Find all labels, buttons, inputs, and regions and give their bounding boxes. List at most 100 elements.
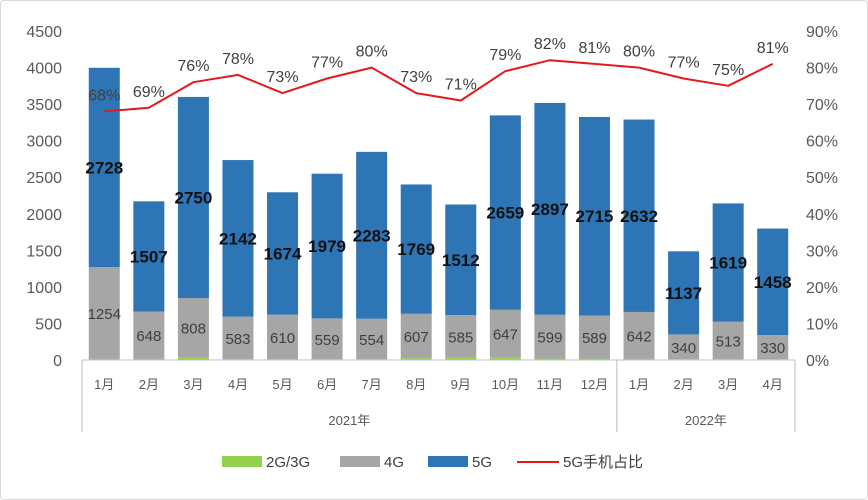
bar-5g-segment [668,251,700,335]
data-label-5g: 1458 [754,273,792,292]
x-tick-label: 11月 [537,377,564,392]
bar-5g-segment [133,201,165,312]
bar-5g-segment [712,203,744,322]
line-5g-share [104,59,774,113]
bar-4g-segment [668,334,700,360]
y-right-tick-label: 20% [806,280,838,297]
data-label-5g-share: 73% [400,69,432,86]
data-label-5g-share: 79% [489,47,521,64]
bar-5g-segment [222,160,254,317]
data-label-5g-share: 77% [668,55,700,72]
y-left-tick-label: 2000 [26,207,62,224]
x-tick-label: 1月 [629,377,649,392]
y-right-tick-label: 40% [806,207,838,224]
data-label-4g: 340 [671,340,696,357]
x-tick-label: 3月 [718,377,738,392]
x-tick-label: 8月 [406,377,426,392]
data-label-5g: 2750 [174,188,212,207]
bar-5g-segment [356,151,388,319]
bar-5g-segment [757,228,789,336]
y-right-tick-label: 50% [806,170,838,187]
data-label-5g: 2728 [85,158,123,177]
bar-5g-segment [177,96,209,299]
data-label-4g: 559 [315,332,340,349]
y-right-tick-label: 30% [806,243,838,260]
data-label-4g: 610 [270,330,295,347]
x-axis-group-label: 2022年 [685,413,727,428]
data-label-5g-share: 69% [133,84,165,101]
bar-4g-segment [267,314,299,360]
bar-4g-segment [400,313,432,359]
legend-label: 4G [384,454,404,471]
legend-label: 5G [472,454,492,471]
bar-5g-segment [400,184,432,314]
data-label-5g-share: 78% [222,51,254,68]
x-tick-label: 1月 [94,377,114,392]
bar-5g-segment [88,67,120,268]
legend-swatch [340,456,380,467]
bar-5g-segment [311,173,343,319]
data-label-5g: 2715 [576,207,614,226]
bar-4g-segment [623,311,655,359]
data-label-4g: 808 [181,321,206,338]
y-left-tick-label: 4000 [26,61,62,78]
data-label-5g-share: 76% [177,58,209,75]
x-tick-label: 2月 [139,377,159,392]
bar-2g3g-segment [88,358,120,360]
data-label-5g: 1507 [130,247,168,266]
data-label-5g: 2142 [219,229,257,248]
data-label-5g-share: 80% [623,44,655,61]
data-label-5g-share: 73% [267,69,299,86]
bar-2g3g-segment [534,358,566,360]
y-right-tick-label: 70% [806,97,838,114]
y-right-tick-label: 90% [806,24,838,41]
bar-4g-segment [222,316,254,360]
data-label-5g: 2632 [620,207,658,226]
data-label-5g: 1769 [397,240,435,259]
data-label-5g: 2659 [486,204,524,223]
y-left-tick-label: 0 [53,353,62,370]
bar-4g-segment [177,298,209,358]
legend-label: 5G手机占比 [563,454,643,471]
data-label-5g-share: 71% [445,76,477,93]
data-label-5g: 1674 [264,244,302,263]
x-tick-label: 12月 [581,377,608,392]
y-right-tick-label: 10% [806,316,838,333]
x-tick-label: 5月 [272,377,292,392]
bar-4g-segment [133,311,165,359]
data-label-5g-share: 68% [88,87,120,104]
data-label-4g: 642 [627,328,652,345]
y-left-tick-label: 3500 [26,97,62,114]
bar-4g-segment [712,321,744,360]
bar-4g-segment [578,315,610,359]
bar-4g-segment [489,309,521,358]
data-label-5g: 2283 [353,226,391,245]
bar-4g-segment [757,335,789,360]
bar-5g-segment [489,115,521,310]
data-label-5g: 1619 [709,254,747,273]
bar-2g3g-segment [623,358,655,360]
bar-4g-segment [311,318,343,360]
x-tick-label: 3月 [183,377,203,392]
data-label-4g: 648 [136,328,161,345]
bar-4g-segment [445,315,477,358]
y-left-tick-label: 2500 [26,170,62,187]
legend-swatch [222,456,262,467]
data-label-4g: 589 [582,330,607,347]
y-left-tick-label: 1000 [26,280,62,297]
data-label-4g: 554 [359,332,384,349]
data-label-4g: 599 [537,330,562,347]
data-label-5g-share: 81% [757,40,789,57]
bar-2g3g-segment [133,358,165,360]
data-label-4g: 583 [225,331,250,348]
bar-2g3g-segment [445,357,477,360]
data-label-4g: 647 [493,326,518,343]
data-label-5g-share: 75% [712,62,744,79]
data-label-5g: 1137 [665,284,702,303]
data-label-5g: 1512 [442,251,480,270]
bar-5g-segment [578,116,610,316]
bar-4g-segment [534,314,566,359]
y-right-tick-label: 0% [806,353,829,370]
bar-2g3g-segment [489,357,521,360]
